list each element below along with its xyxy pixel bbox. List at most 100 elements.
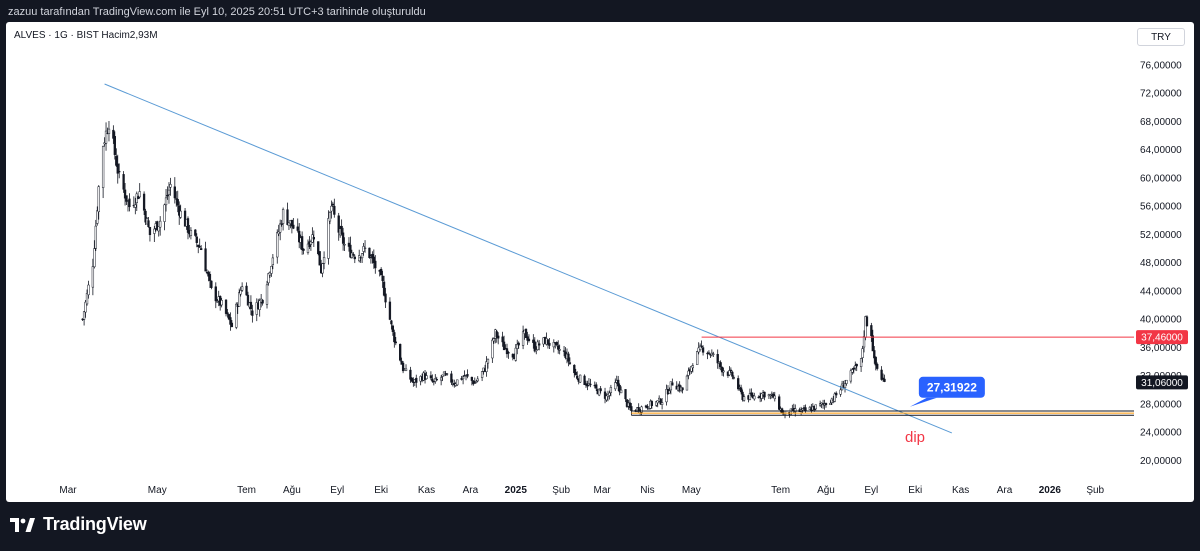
candle-body bbox=[742, 396, 746, 401]
candle-body bbox=[148, 226, 152, 235]
candle-body bbox=[470, 376, 474, 381]
callout-bubble bbox=[918, 376, 985, 398]
candle-body bbox=[829, 402, 832, 405]
candle-body bbox=[739, 387, 743, 393]
candle-body bbox=[340, 225, 343, 235]
price-level-label: 37,46000 bbox=[1141, 333, 1183, 344]
candle-body bbox=[216, 301, 219, 303]
candle-body bbox=[538, 343, 541, 346]
candle-body bbox=[142, 193, 146, 211]
candle-body bbox=[270, 266, 273, 274]
candle-body bbox=[229, 317, 232, 325]
candle-body bbox=[235, 303, 238, 328]
candle-body bbox=[640, 406, 643, 413]
x-tick-label: Tem bbox=[237, 485, 256, 496]
candle-body bbox=[85, 293, 89, 305]
candle-body bbox=[197, 244, 200, 247]
candle-body bbox=[576, 375, 579, 379]
candle-body bbox=[824, 403, 828, 406]
candle-body bbox=[374, 260, 377, 269]
currency-selector[interactable]: TRY bbox=[1137, 28, 1185, 46]
candle-body bbox=[163, 204, 166, 222]
candle-body bbox=[183, 210, 187, 227]
candle-body bbox=[210, 280, 213, 288]
y-tick-label: 52,00000 bbox=[1140, 230, 1182, 241]
candle-body bbox=[624, 389, 627, 400]
candle-body bbox=[851, 369, 854, 373]
candle-body bbox=[517, 342, 520, 346]
candle-body bbox=[789, 408, 793, 415]
candle-body bbox=[729, 369, 733, 372]
candle-body bbox=[381, 275, 384, 281]
x-tick-label: Ağu bbox=[283, 485, 301, 496]
price-level-tag bbox=[1136, 330, 1188, 345]
x-tick-label: Kas bbox=[952, 485, 969, 496]
chart-frame bbox=[6, 22, 1194, 502]
candle-body bbox=[220, 300, 223, 306]
candle-body bbox=[722, 370, 725, 373]
candle-body bbox=[277, 231, 280, 235]
candle-body bbox=[276, 232, 279, 258]
candle-body bbox=[439, 377, 443, 381]
y-tick-label: 36,00000 bbox=[1140, 343, 1182, 354]
candle-body bbox=[617, 379, 620, 387]
candle-body bbox=[312, 237, 315, 240]
candles bbox=[81, 121, 886, 419]
candle-body bbox=[125, 195, 128, 202]
candle-body bbox=[700, 345, 703, 348]
candle-body bbox=[583, 375, 586, 385]
candle-body bbox=[204, 248, 207, 272]
candle-body bbox=[200, 248, 203, 251]
candle-body bbox=[870, 325, 873, 337]
trendline bbox=[104, 83, 953, 434]
candle-body bbox=[84, 301, 87, 313]
drawings bbox=[104, 83, 1134, 434]
candle-body bbox=[122, 174, 125, 190]
candle-body bbox=[456, 379, 459, 386]
candle-body bbox=[186, 218, 190, 233]
callout-pointer bbox=[909, 397, 937, 407]
candle-body bbox=[113, 136, 116, 155]
y-tick-label: 56,00000 bbox=[1140, 202, 1182, 213]
y-tick-label: 48,00000 bbox=[1140, 258, 1182, 269]
candle-body bbox=[646, 405, 649, 409]
candle-body bbox=[327, 218, 330, 259]
candle-body bbox=[491, 339, 494, 359]
y-tick-label: 20,00000 bbox=[1140, 456, 1182, 467]
candle-body bbox=[757, 396, 760, 399]
candle-body bbox=[750, 392, 753, 396]
candle-body bbox=[760, 393, 763, 399]
axes: 76,00000 72,00000 68,00000 64,00000 60,00000… bbox=[59, 60, 1182, 496]
candle-body bbox=[473, 382, 476, 384]
candle-body bbox=[107, 128, 111, 134]
candle-body bbox=[409, 369, 412, 380]
x-tick-label: Ağu bbox=[817, 485, 835, 496]
candle-body bbox=[650, 401, 654, 406]
candle-body bbox=[712, 353, 715, 355]
symbol-info[interactable]: ALVES · 1G · BIST Hacim2,93M bbox=[14, 30, 158, 41]
candle-body bbox=[379, 268, 383, 276]
candle-body bbox=[91, 266, 95, 288]
callout-label: 27,31922 bbox=[927, 380, 977, 394]
candle-body bbox=[874, 356, 877, 366]
candle-body bbox=[630, 406, 633, 411]
x-tick-label: Mar bbox=[59, 485, 77, 496]
candle-body bbox=[492, 338, 495, 342]
candle-body bbox=[178, 205, 181, 216]
candle-body bbox=[603, 391, 607, 399]
candle-body bbox=[728, 370, 731, 376]
candle-body bbox=[516, 343, 519, 349]
candle-body bbox=[555, 342, 558, 346]
candle-body bbox=[94, 225, 97, 249]
candle-body bbox=[195, 236, 198, 243]
candle-body bbox=[535, 349, 538, 352]
candle-body bbox=[300, 236, 304, 250]
candle-body bbox=[371, 253, 374, 259]
candle-body bbox=[164, 197, 168, 206]
candle-body bbox=[268, 272, 272, 276]
candle-body bbox=[116, 163, 119, 174]
x-tick-label: Eki bbox=[908, 485, 922, 496]
candle-body bbox=[731, 371, 734, 377]
candle-body bbox=[331, 203, 335, 206]
